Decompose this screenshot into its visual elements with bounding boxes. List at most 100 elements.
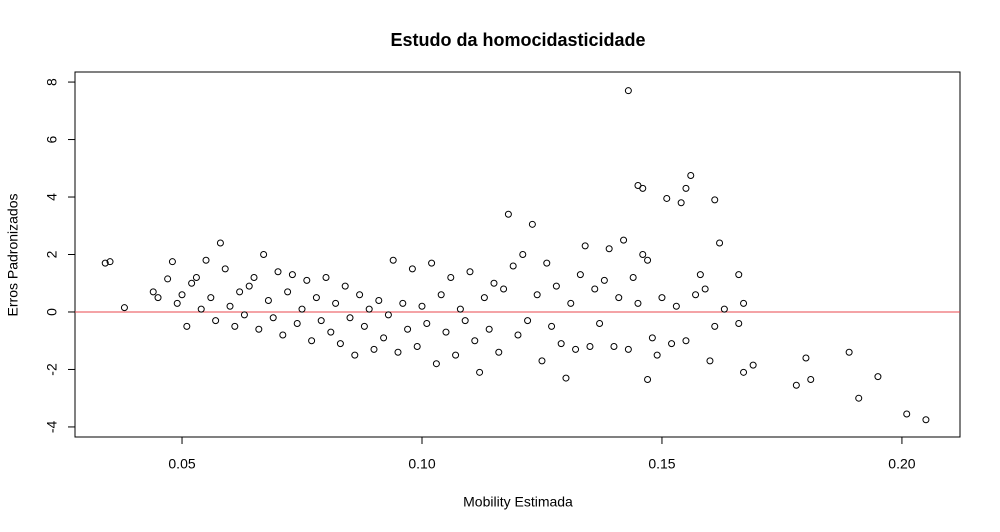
x-tick-label: 0.10 [408,456,435,472]
point [164,275,172,283]
point [245,282,253,290]
point [432,360,440,368]
point [682,184,690,192]
point [389,256,397,264]
point [701,285,709,293]
point [711,322,719,330]
point [413,342,421,350]
point [404,325,412,333]
point [653,351,661,359]
point [341,282,349,290]
point [216,239,224,247]
point [586,342,594,350]
point [312,294,320,302]
point [183,322,191,330]
point [466,268,474,276]
point [874,373,882,381]
point [288,271,296,279]
point [384,311,392,319]
point [168,258,176,266]
point [533,291,541,299]
point [346,314,354,322]
point [231,322,239,330]
point [572,345,580,353]
point [524,317,532,325]
point [620,236,628,244]
point [101,259,109,267]
point [322,273,330,281]
point [648,334,656,342]
point [212,317,220,325]
point [740,299,748,307]
point [581,242,589,250]
point [332,299,340,307]
point [120,304,128,312]
point [365,305,373,313]
point [240,311,248,319]
y-axis-label: Erros Padronizados [5,194,21,317]
point [711,196,719,204]
point [149,288,157,296]
point [624,345,632,353]
point [437,291,445,299]
point [528,220,536,228]
point [658,294,666,302]
point [706,357,714,365]
point [360,322,368,330]
point [274,268,282,276]
point [380,334,388,342]
point [106,258,114,266]
point [336,340,344,348]
y-tick-label: 8 [44,78,60,86]
point [634,299,642,307]
x-axis-label: Mobility Estimada [463,494,573,510]
point [461,317,469,325]
point [596,319,604,327]
point [154,294,162,302]
point [476,368,484,376]
y-tick-label: 4 [44,193,60,201]
point [236,288,244,296]
point [639,184,647,192]
point [740,368,748,376]
point [716,239,724,247]
point [192,273,200,281]
point [173,299,181,307]
point [749,361,757,369]
point [495,348,503,356]
point [442,328,450,336]
point [591,285,599,293]
point [264,296,272,304]
point [605,245,613,253]
point [471,337,479,345]
point [855,394,863,402]
point [317,317,325,325]
point [576,271,584,279]
point [423,319,431,327]
point [922,416,930,424]
point [903,410,911,418]
point [394,348,402,356]
point [672,302,680,310]
point [255,325,263,333]
point [490,279,498,287]
y-tick-label: 2 [44,250,60,258]
point [418,302,426,310]
point [624,87,632,95]
point [600,276,608,284]
point [639,251,647,258]
chart-title: Estudo da homocidasticidade [390,30,645,50]
point [226,302,234,310]
point [298,305,306,313]
point [543,259,551,267]
point [269,314,277,322]
x-tick-label: 0.15 [648,456,675,472]
point [663,194,671,202]
point [615,294,623,302]
y-tick-label: -2 [44,363,60,376]
y-tick-label: 0 [44,308,60,316]
point [250,273,258,281]
point [202,256,210,264]
point [552,282,560,290]
point [562,374,570,382]
